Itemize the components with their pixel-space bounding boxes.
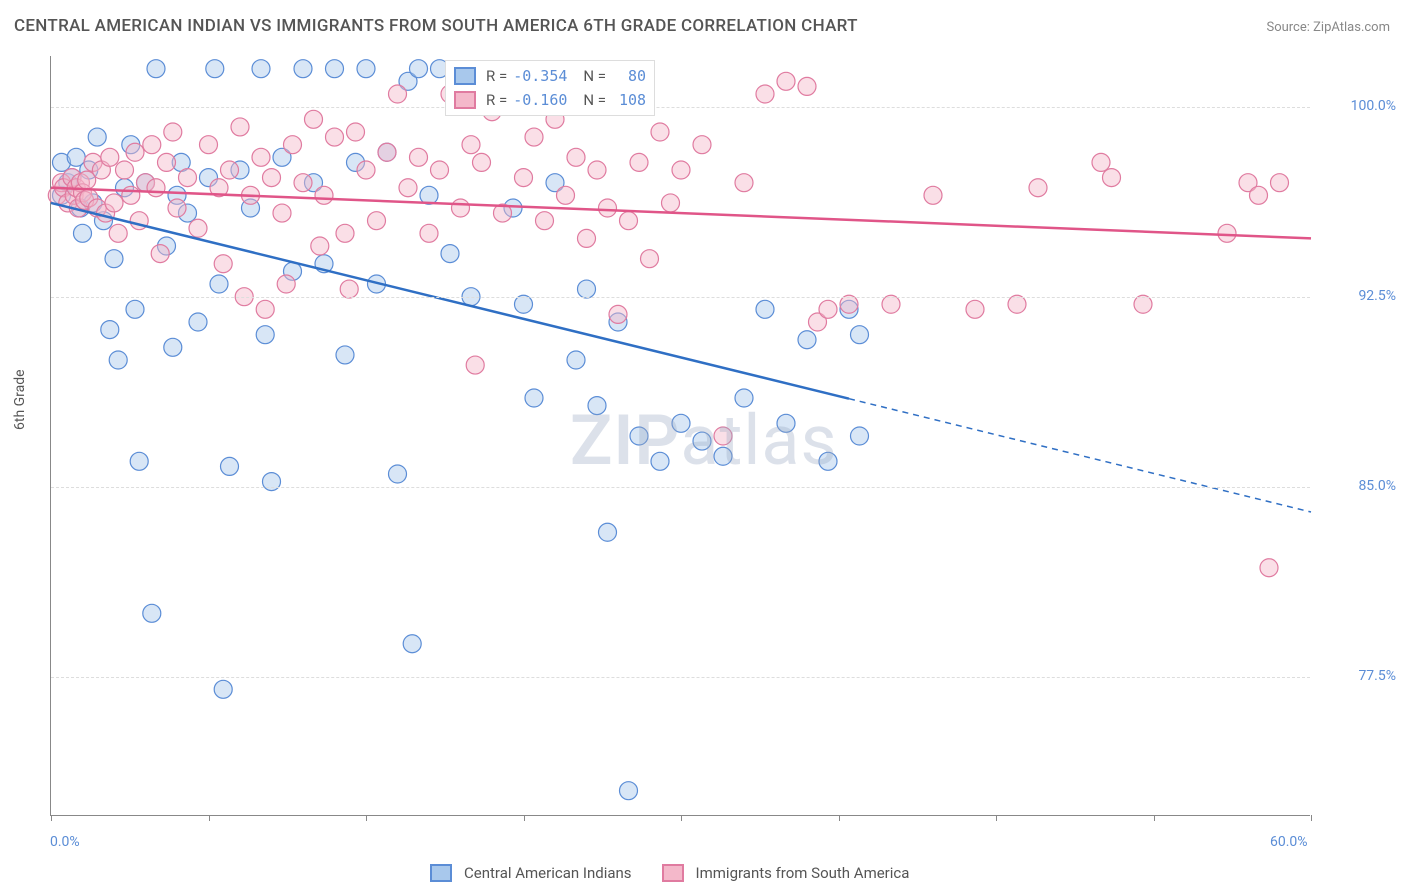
x-tick [1311, 815, 1312, 821]
x-tick [996, 815, 997, 821]
x-tick-label: 0.0% [50, 834, 80, 850]
legend-label: Immigrants from South America [696, 864, 910, 882]
x-tick [1154, 815, 1155, 821]
y-tick-label: 100.0% [1326, 98, 1396, 114]
trend-lines-layer [51, 56, 1310, 815]
x-tick [681, 815, 682, 821]
n-value: 108 [612, 88, 646, 112]
trend-line [51, 188, 1311, 239]
trend-line-extrapolated [849, 399, 1311, 512]
gridline [51, 677, 1310, 678]
chart-title: CENTRAL AMERICAN INDIAN VS IMMIGRANTS FR… [14, 16, 858, 36]
gridline [51, 487, 1310, 488]
x-tick [51, 815, 52, 821]
correlation-legend: R = -0.354 N = 80 R = -0.160 N = 108 [445, 60, 655, 116]
legend-item: Immigrants from South America [662, 864, 910, 882]
r-value: -0.354 [513, 64, 567, 88]
n-label: N = [583, 88, 606, 112]
legend-swatch [454, 91, 476, 109]
y-tick-label: 92.5% [1326, 288, 1396, 304]
gridline [51, 297, 1310, 298]
legend-swatch [662, 864, 684, 882]
plot-area [50, 56, 1310, 816]
y-tick-label: 85.0% [1326, 478, 1396, 494]
legend-item: Central American Indians [430, 864, 632, 882]
legend-label: Central American Indians [464, 864, 632, 882]
legend-row: R = -0.160 N = 108 [454, 88, 646, 112]
y-axis-label: 6th Grade [12, 369, 28, 430]
r-value: -0.160 [513, 88, 567, 112]
legend-swatch [454, 67, 476, 85]
n-value: 80 [612, 64, 646, 88]
n-label: N = [583, 64, 606, 88]
x-tick [524, 815, 525, 821]
x-tick [839, 815, 840, 821]
gridline [51, 107, 1310, 108]
x-tick [366, 815, 367, 821]
series-legend: Central American Indians Immigrants from … [430, 864, 909, 882]
x-tick-label: 60.0% [1270, 834, 1308, 850]
trend-line [51, 203, 849, 399]
r-label: R = [486, 88, 507, 112]
r-label: R = [486, 64, 507, 88]
x-tick [209, 815, 210, 821]
legend-row: R = -0.354 N = 80 [454, 64, 646, 88]
source-attribution: Source: ZipAtlas.com [1266, 20, 1390, 35]
y-tick-label: 77.5% [1326, 668, 1396, 684]
legend-swatch [430, 864, 452, 882]
